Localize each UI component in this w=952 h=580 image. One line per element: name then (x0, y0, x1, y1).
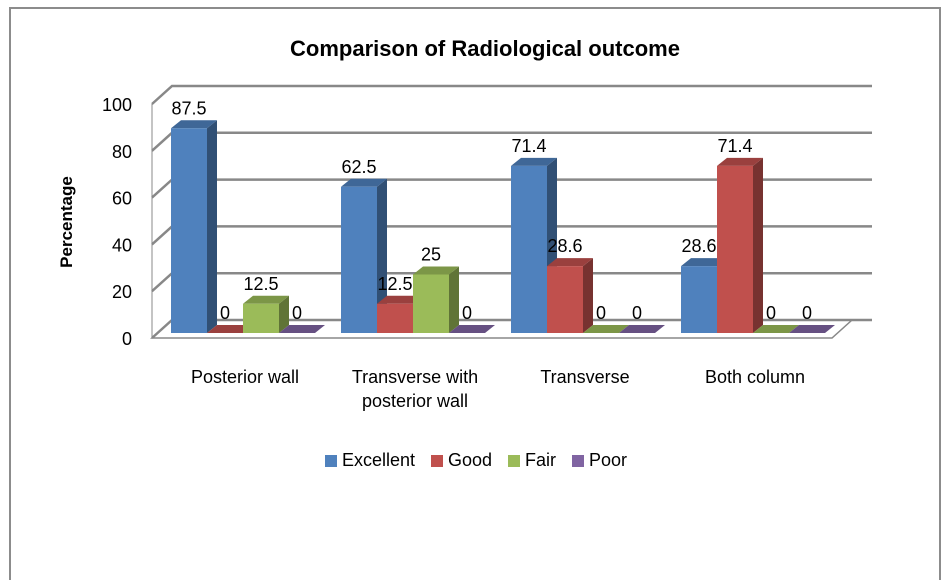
bar-face (243, 295, 289, 304)
y-tick-label: 80 (112, 142, 132, 162)
bar-face (511, 157, 557, 166)
bar-face (789, 325, 835, 333)
bar-face (511, 165, 547, 333)
bar (207, 325, 253, 333)
value-label: 25 (421, 245, 441, 265)
legend-label: Good (447, 450, 493, 470)
value-label: 0 (596, 303, 606, 323)
bar-face (341, 186, 377, 333)
legend-swatch (508, 454, 521, 467)
legend-label: Fair (525, 450, 557, 470)
bar (717, 157, 763, 333)
value-label: 12.5 (377, 274, 412, 294)
bar-face (279, 325, 325, 333)
bar-face (753, 157, 763, 333)
bar (341, 178, 387, 333)
bar (547, 258, 593, 333)
bar (171, 120, 217, 333)
bar-face (619, 325, 665, 333)
bar-face (207, 325, 253, 333)
x-tick-label: Both column (704, 367, 806, 387)
bar (449, 325, 495, 333)
bar-face (681, 258, 727, 267)
bar-face (207, 120, 217, 333)
value-label: 0 (292, 303, 302, 323)
value-label: 0 (632, 303, 642, 323)
bar-face (377, 303, 413, 333)
y-tick-label: 40 (112, 235, 132, 255)
legend-swatch (430, 454, 443, 467)
bar-face (449, 325, 495, 333)
bar (753, 325, 799, 333)
value-label: 87.5 (171, 98, 206, 118)
y-tick-label: 0 (122, 329, 132, 349)
value-label: 0 (462, 303, 472, 323)
legend: Excellent Good Fair Poor (0, 450, 952, 471)
x-tick-label: Transverse with posterior wall (351, 367, 479, 411)
x-tick-label: Transverse (540, 367, 630, 387)
bar-face (449, 266, 459, 333)
grid-line (151, 84, 872, 105)
x-tick-label: Posterior wall (190, 367, 300, 387)
y-tick-label: 60 (112, 189, 132, 209)
value-label: 71.4 (511, 136, 546, 156)
legend-label: Excellent (341, 450, 415, 470)
bar-face (171, 128, 207, 333)
bar-face (377, 178, 387, 333)
bar-face (243, 303, 279, 333)
value-label: 12.5 (243, 274, 278, 294)
y-tick-label: 20 (112, 282, 132, 302)
value-label: 0 (766, 303, 776, 323)
bar-face (413, 274, 449, 333)
bar (279, 325, 325, 333)
chart-title: Comparison of Radiological outcome (290, 36, 680, 61)
legend-item: Fair (508, 450, 556, 471)
legend-item: Good (430, 450, 493, 471)
bar (413, 266, 459, 333)
bar (583, 325, 629, 333)
bar-face (547, 258, 593, 267)
y-axis-label: Percentage (57, 176, 76, 268)
bar-face (583, 325, 629, 333)
value-label: 28.6 (681, 236, 716, 256)
legend-swatch (572, 454, 585, 467)
legend-item: Poor (572, 450, 627, 471)
bar-face (279, 295, 289, 333)
bar-face (413, 266, 459, 275)
bar (243, 295, 289, 333)
value-label: 71.4 (717, 136, 752, 156)
bar-face (171, 120, 217, 129)
frame-border (9, 7, 941, 580)
value-label: 0 (802, 303, 812, 323)
value-label: 28.6 (547, 236, 582, 256)
bar-face (753, 325, 799, 333)
bar (789, 325, 835, 333)
bar-face (583, 258, 593, 333)
legend-swatch (324, 454, 337, 467)
bar-face (341, 178, 387, 187)
value-label: 0 (220, 303, 230, 323)
legend-label: Poor (589, 450, 628, 470)
bar-face (377, 295, 423, 304)
bar-face (681, 266, 717, 333)
bar-face (717, 165, 753, 333)
bar-face (717, 157, 763, 166)
y-tick-label: 100 (102, 95, 132, 115)
value-label: 62.5 (341, 157, 376, 177)
legend-item: Excellent (324, 450, 415, 471)
bar-face (547, 266, 583, 333)
bar (619, 325, 665, 333)
